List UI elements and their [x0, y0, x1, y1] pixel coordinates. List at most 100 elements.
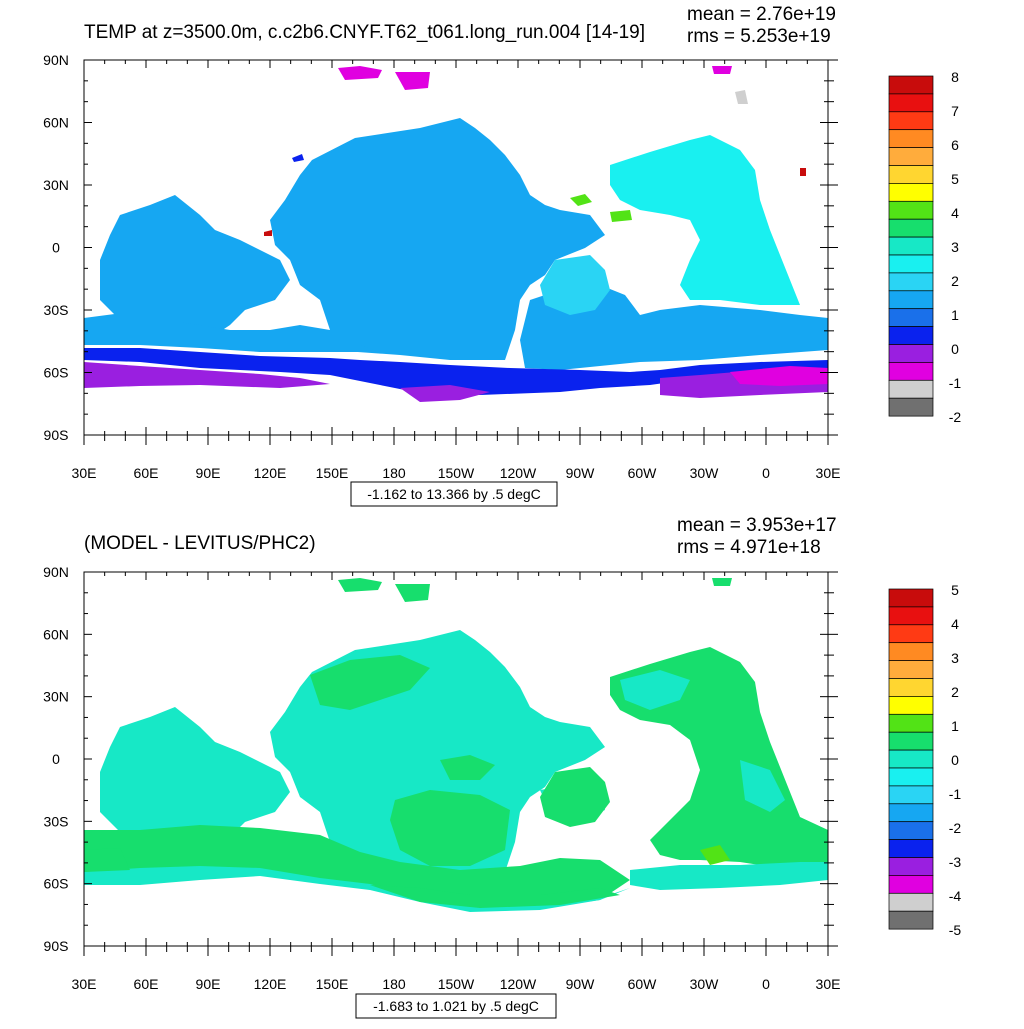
panel1-title: TEMP at z=3500.0m, c.c2b6.CNYF.T62_t061.… — [84, 22, 645, 43]
panel1-ocean-field — [84, 66, 828, 402]
colorbar-swatch — [888, 254, 934, 274]
panel-diff: (MODEL - LEVITUS/PHC2) mean = 3.953e+17 … — [43, 515, 962, 1019]
x-tick-label: 90W — [566, 976, 596, 992]
colorbar-swatch — [888, 839, 934, 858]
y-tick-label: 0 — [52, 751, 60, 767]
colorbar-swatch — [888, 200, 934, 220]
colorbar-swatch — [888, 218, 934, 238]
y-tick-label: 30N — [43, 177, 69, 193]
x-tick-label: 180 — [382, 976, 406, 992]
p1-south-band — [84, 312, 380, 352]
x-tick-label: 150W — [438, 976, 475, 992]
colorbar-label: 1 — [951, 718, 959, 734]
p2-north-atlantic-cyan — [620, 670, 690, 710]
colorbar-swatch — [888, 308, 934, 327]
p1-southern-ocean — [84, 348, 828, 395]
colorbar-swatch — [888, 290, 934, 310]
p2-lime-patch — [700, 845, 730, 865]
colorbar-label: -5 — [949, 922, 962, 938]
y-tick-label: 90N — [43, 52, 69, 68]
colorbar-label: 2 — [951, 684, 959, 700]
panel1-colorbar: 8 7 6 5 4 3 2 1 0 -1 -2 — [888, 69, 962, 425]
panel1-contour-info: -1.162 to 13.366 by .5 degC — [367, 486, 541, 502]
colorbar-label: -3 — [949, 854, 962, 870]
p2-north-pacific-blob — [310, 655, 430, 710]
x-tick-label: 30E — [72, 465, 97, 481]
panel2-rms: rms = 4.971e+18 — [677, 537, 821, 558]
p1-indian-basin — [100, 195, 290, 335]
y-tick-label: 60N — [43, 115, 69, 131]
panel2-x-axis: 30E 60E 90E 120E 150E 180 150W 120W 90W 60W 30W 0 30… — [72, 572, 841, 992]
colorbar-label: 3 — [951, 650, 959, 666]
p1-arctic-grey — [735, 90, 748, 104]
colorbar-label: 7 — [951, 103, 959, 119]
colorbar-swatch — [888, 236, 934, 256]
x-tick-label: 0 — [762, 465, 770, 481]
colorbar-swatch — [888, 606, 934, 626]
p2-west-ocean-strip — [84, 848, 130, 872]
colorbar-swatch — [888, 660, 934, 679]
colorbar-swatch — [888, 803, 934, 823]
colorbar-label: -2 — [949, 409, 962, 425]
colorbar-swatch — [888, 696, 934, 715]
p1-antarctic-central — [400, 385, 490, 402]
x-tick-label: 120W — [500, 465, 537, 481]
y-tick-label: 60S — [44, 876, 69, 892]
x-tick-label: 90E — [196, 976, 221, 992]
colorbar-label: 6 — [951, 137, 959, 153]
panel1-mean: mean = 2.76e+19 — [687, 4, 836, 25]
panel2-contour-info: -1.683 to 1.021 by .5 degC — [373, 998, 539, 1014]
y-tick-label: 30S — [44, 813, 69, 829]
colorbar-label: 5 — [951, 582, 959, 598]
x-tick-label: 30E — [816, 465, 841, 481]
p2-south-atlantic-band — [630, 862, 828, 890]
x-tick-label: 30E — [72, 976, 97, 992]
p1-arctic-west — [338, 66, 382, 80]
p1-sea-of-japan — [292, 154, 304, 162]
panel2-colorbar: 5 4 3 2 1 0 -1 -2 -3 -4 -5 — [888, 582, 962, 938]
colorbar-swatch — [888, 875, 934, 894]
p2-arctic-east — [712, 578, 732, 586]
colorbar-swatch — [888, 713, 934, 733]
colorbar-swatch — [888, 272, 934, 292]
p2-antarctic-rim — [370, 885, 620, 908]
y-tick-label: 90N — [43, 564, 69, 580]
p1-weddell-patch — [730, 366, 828, 386]
x-tick-label: 150W — [438, 465, 475, 481]
colorbar-swatch — [888, 93, 934, 113]
x-tick-label: 150E — [316, 465, 349, 481]
p2-equatorial-blob — [440, 755, 495, 780]
colorbar-label: -1 — [949, 786, 962, 802]
p2-arctic-west — [338, 578, 382, 592]
colorbar-swatch — [888, 642, 934, 661]
x-tick-label: 90W — [566, 465, 596, 481]
p1-antarctic-west — [84, 362, 330, 388]
p2-mid-atlantic-cyan — [740, 760, 785, 812]
panel2-ocean-field — [84, 578, 828, 912]
colorbar-swatch — [888, 111, 934, 131]
colorbar-swatch — [888, 183, 934, 202]
colorbar-swatch — [888, 129, 934, 148]
x-tick-label: 30E — [816, 976, 841, 992]
colorbar-swatch — [888, 857, 934, 876]
colorbar-label: 5 — [951, 171, 959, 187]
y-tick-label: 60S — [44, 365, 69, 381]
p1-med — [800, 168, 806, 176]
colorbar-swatch — [888, 379, 934, 399]
colorbar-label: 0 — [951, 752, 959, 768]
panel1-x-axis: 30E 60E 90E 120E 150E 180 150W 120W 90W 60W 30W 0 30… — [72, 60, 841, 481]
p2-southern-cyan — [84, 866, 630, 912]
colorbar-label: 2 — [951, 273, 959, 289]
colorbar-swatch — [888, 785, 934, 805]
p1-arctic-east — [712, 66, 732, 74]
colorbar-label: 3 — [951, 239, 959, 255]
p2-indian-basin — [100, 707, 290, 847]
colorbar-swatch — [888, 749, 934, 769]
panel1-y-axis: 90N 60N 30N 0 30S 60S 90S — [43, 52, 838, 443]
x-tick-label: 150E — [316, 976, 349, 992]
colorbar-swatch — [888, 892, 934, 912]
colorbar-swatch — [888, 678, 934, 697]
y-tick-label: 90S — [44, 938, 69, 954]
x-tick-label: 30W — [690, 465, 720, 481]
